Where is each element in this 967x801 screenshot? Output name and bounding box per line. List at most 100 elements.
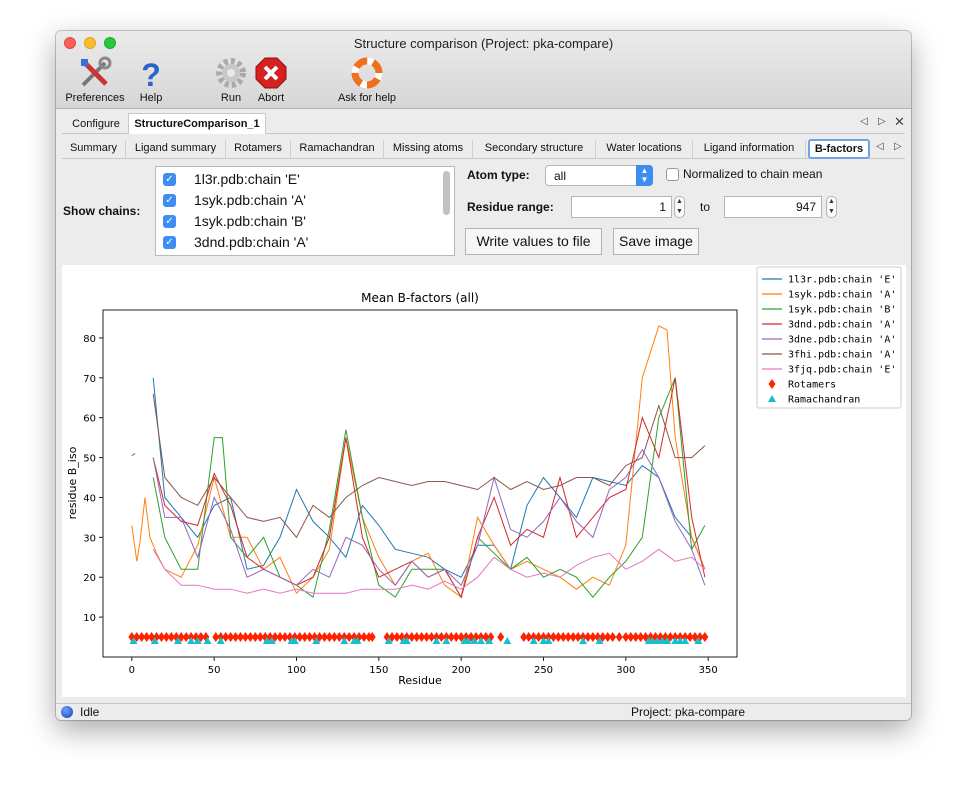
rotamer-marker xyxy=(306,632,314,643)
ramachandran-marker xyxy=(470,637,479,645)
rotamer-marker xyxy=(615,632,623,643)
minimize-window-button[interactable] xyxy=(84,37,96,49)
subtab-secondary-structure[interactable]: Secondary structure xyxy=(473,140,596,158)
rotamer-marker xyxy=(408,632,416,643)
rotamer-marker xyxy=(202,632,210,643)
chain-label: 3dnd.pdb:chain 'A' xyxy=(194,234,309,250)
ramachandran-marker xyxy=(681,637,690,645)
legend-label: 1syk.pdb:chain 'B' xyxy=(788,305,896,316)
chart-panel: Mean B-factors (all) Residue residue B_i… xyxy=(62,265,906,697)
rotamer-marker xyxy=(325,632,333,643)
results-tab-bar: Summary Ligand summary Rotamers Ramachan… xyxy=(62,137,905,159)
subtab-scroll-left-icon[interactable]: ◁ xyxy=(876,141,884,152)
checkbox-checked-icon[interactable]: ✓ xyxy=(163,193,176,207)
close-tab-icon[interactable]: ✕ xyxy=(894,114,905,129)
x-tick-label: 350 xyxy=(699,665,718,676)
chevron-updown-icon: ▲ ▼ xyxy=(636,165,653,186)
y-tick-label: 60 xyxy=(83,414,96,425)
rotamer-marker xyxy=(128,632,136,643)
chart-title: Mean B-factors (all) xyxy=(361,291,479,305)
ramachandran-marker xyxy=(529,637,538,645)
help-label: Help xyxy=(139,92,163,104)
normalized-checkbox[interactable] xyxy=(666,168,679,181)
series-line-1 xyxy=(131,325,706,599)
rotamer-marker xyxy=(237,632,245,643)
stop-icon xyxy=(255,57,287,89)
rotamer-marker xyxy=(632,632,640,643)
abort-button[interactable]: Abort xyxy=(252,56,290,104)
atom-type-label: Atom type: xyxy=(467,168,530,182)
ramachandran-marker xyxy=(353,637,362,645)
range-from-input[interactable]: 1 xyxy=(571,196,672,218)
range-to-input[interactable]: 947 xyxy=(724,196,822,218)
zoom-window-button[interactable] xyxy=(104,37,116,49)
normalized-label: Normalized to chain mean xyxy=(683,167,823,181)
range-to-stepper[interactable]: ▲ ▼ xyxy=(826,196,837,218)
x-tick-label: 50 xyxy=(208,665,221,676)
rotamer-marker xyxy=(574,632,582,643)
ramachandran-marker xyxy=(579,637,588,645)
range-from-stepper[interactable]: ▲ ▼ xyxy=(674,196,685,218)
subtab-ligand-information[interactable]: Ligand information xyxy=(693,140,806,158)
rotamer-marker xyxy=(554,632,562,643)
subtab-rotamers[interactable]: Rotamers xyxy=(226,140,291,158)
x-tick-label: 0 xyxy=(129,665,135,676)
save-image-button[interactable]: Save image xyxy=(613,228,699,255)
subtab-summary[interactable]: Summary xyxy=(62,140,126,158)
tab-configure[interactable]: Configure xyxy=(72,118,120,130)
rotamer-marker xyxy=(143,632,151,643)
atom-type-select[interactable]: all ▲ ▼ xyxy=(545,165,653,186)
svg-text:?: ? xyxy=(141,57,161,90)
ask-for-help-button[interactable]: Ask for help xyxy=(332,56,402,104)
checkbox-checked-icon[interactable]: ✓ xyxy=(163,172,176,186)
rotamer-marker xyxy=(457,632,465,643)
legend-label: 1l3r.pdb:chain 'E' xyxy=(788,275,896,286)
subtab-ramachandran[interactable]: Ramachandran xyxy=(291,140,384,158)
rotamer-marker xyxy=(599,632,607,643)
rotamer-marker xyxy=(281,632,289,643)
chains-list[interactable]: ✓ 1l3r.pdb:chain 'E' ✓ 1syk.pdb:chain 'A' … xyxy=(155,166,455,256)
ramachandran-marker xyxy=(150,637,159,645)
question-icon: ? xyxy=(141,57,161,90)
chains-scrollbar[interactable] xyxy=(443,171,450,215)
chain-item[interactable]: ✓ 3dnd.pdb:chain 'A' xyxy=(163,232,308,252)
subtab-ligand-summary[interactable]: Ligand summary xyxy=(126,140,226,158)
y-tick-label: 80 xyxy=(83,334,96,345)
subtab-missing-atoms[interactable]: Missing atoms xyxy=(384,140,473,158)
ramachandran-marker xyxy=(432,637,441,645)
rotamer-marker xyxy=(335,632,343,643)
ramachandran-marker xyxy=(312,637,321,645)
preferences-button[interactable]: Preferences xyxy=(62,56,128,104)
main-tab-bar: Configure StructureComparison_1 ◁ ▷ ✕ xyxy=(62,113,905,134)
rotamer-marker xyxy=(418,632,426,643)
y-tick-label: 50 xyxy=(83,454,96,465)
help-button[interactable]: ? Help xyxy=(134,56,168,104)
chain-item[interactable]: ✓ 1l3r.pdb:chain 'E' xyxy=(163,169,300,189)
subtab-water-locations[interactable]: Water locations xyxy=(596,140,693,158)
rotamer-marker xyxy=(345,632,353,643)
tab-scroll-left-icon[interactable]: ◁ xyxy=(860,116,868,127)
subtab-scroll-right-icon[interactable]: ▷ xyxy=(894,141,902,152)
rotamer-marker xyxy=(153,632,161,643)
ramachandran-marker xyxy=(203,637,212,645)
write-values-button[interactable]: Write values to file xyxy=(465,228,602,255)
rotamer-marker xyxy=(428,632,436,643)
checkbox-checked-icon[interactable]: ✓ xyxy=(163,214,176,228)
rotamer-marker xyxy=(138,632,146,643)
rotamer-marker xyxy=(604,632,612,643)
rotamer-marker xyxy=(594,632,602,643)
rotamer-marker xyxy=(651,632,659,643)
close-window-button[interactable] xyxy=(64,37,76,49)
ramachandran-marker xyxy=(267,637,276,645)
tab-scroll-right-icon[interactable]: ▷ xyxy=(878,116,886,127)
checkbox-checked-icon[interactable]: ✓ xyxy=(163,235,176,249)
chain-item[interactable]: ✓ 1syk.pdb:chain 'B' xyxy=(163,211,306,231)
run-button[interactable]: Run xyxy=(214,56,248,104)
tab-structure-comparison[interactable]: StructureComparison_1 xyxy=(128,113,266,134)
subtab-b-factors[interactable]: B-factors xyxy=(808,139,870,159)
rotamer-marker xyxy=(666,632,674,643)
chain-item[interactable]: ✓ 1syk.pdb:chain 'A' xyxy=(163,190,306,210)
series-line-2 xyxy=(152,377,706,599)
rotamer-marker xyxy=(182,632,190,643)
ramachandran-marker xyxy=(129,637,138,645)
